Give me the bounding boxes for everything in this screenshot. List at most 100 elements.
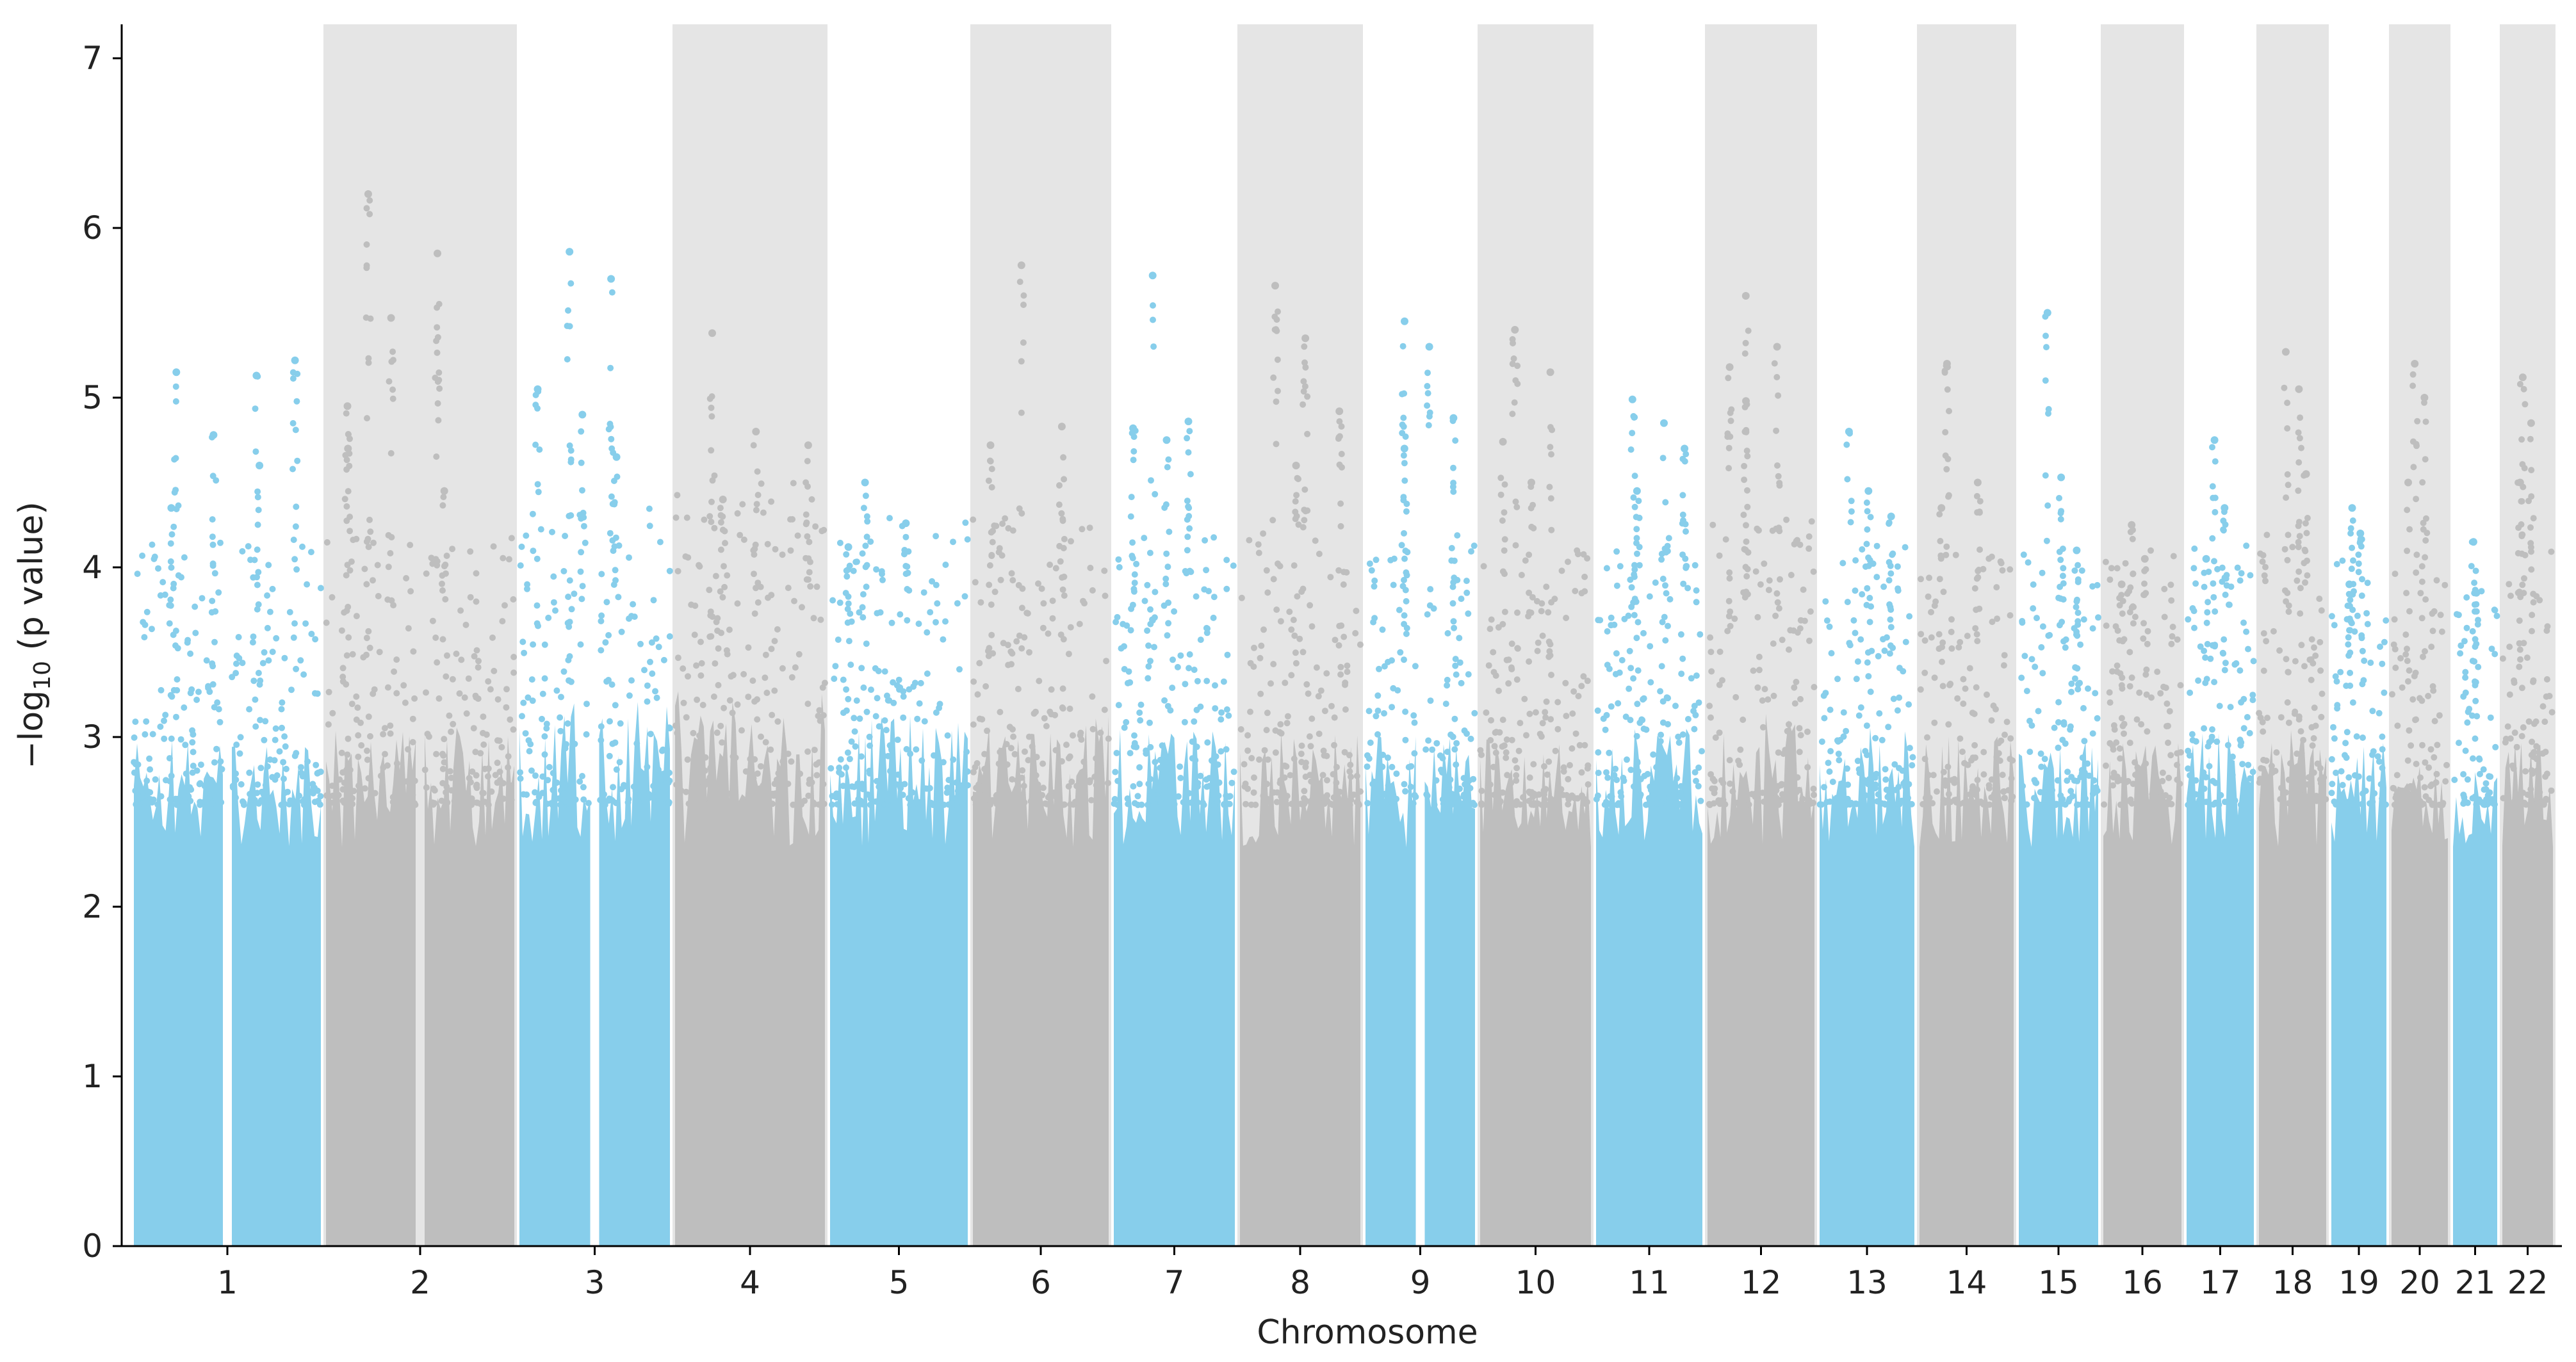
snp-point xyxy=(2354,612,2361,619)
snp-point xyxy=(2377,781,2384,788)
snp-point xyxy=(1403,624,1410,631)
snp-point xyxy=(1833,795,1840,802)
snp-point xyxy=(2283,494,2290,501)
snp-point xyxy=(884,797,891,804)
snp-point xyxy=(637,640,644,647)
snp-point xyxy=(2371,790,2378,797)
snp-point xyxy=(1839,560,1846,567)
snp-point xyxy=(550,599,557,606)
snp-point xyxy=(444,799,451,806)
snp-point xyxy=(1554,699,1561,706)
snp-point xyxy=(1068,778,1075,785)
snp-point xyxy=(2339,782,2346,788)
snp-point xyxy=(167,558,174,565)
snp-point xyxy=(1101,706,1108,713)
snp-point xyxy=(1654,800,1661,807)
snp-point xyxy=(2107,699,2114,706)
snp-point xyxy=(713,729,721,736)
snp-point xyxy=(1545,638,1553,645)
snp-point xyxy=(853,697,860,704)
snp-point xyxy=(539,715,545,722)
snp-point xyxy=(2114,662,2121,669)
snp-point xyxy=(1943,551,1950,558)
snp-point xyxy=(1216,779,1223,786)
snp-point xyxy=(409,739,416,745)
snp-point xyxy=(363,635,370,642)
snp-point xyxy=(872,798,879,805)
snp-point xyxy=(393,690,400,697)
snp-point xyxy=(1546,648,1553,655)
snp-point xyxy=(1530,761,1537,768)
snp-point xyxy=(1852,629,1859,636)
snp-point xyxy=(2001,795,2009,802)
snp-point xyxy=(1401,390,1408,397)
snp-point xyxy=(895,771,902,778)
snp-point xyxy=(1451,746,1458,753)
snp-point xyxy=(2201,569,2208,576)
snp-point xyxy=(1366,560,1373,567)
snp-point xyxy=(1273,398,1280,405)
snp-point xyxy=(1058,758,1065,765)
snp-point xyxy=(1121,724,1128,731)
snp-point xyxy=(411,695,418,702)
snp-point xyxy=(1224,651,1231,658)
snp-point xyxy=(2062,644,2069,651)
snp-point xyxy=(2506,644,2513,651)
snp-point xyxy=(598,612,605,619)
snp-point xyxy=(264,592,271,599)
snp-point xyxy=(1505,680,1512,687)
snp-point xyxy=(2331,622,2338,629)
snp-point xyxy=(1711,777,1718,784)
snp-point xyxy=(2528,801,2535,808)
snp-point xyxy=(1452,656,1459,663)
snp-point xyxy=(2189,605,2196,612)
snp-point xyxy=(382,750,388,758)
snp-point xyxy=(864,518,871,525)
peak-point xyxy=(844,543,852,551)
snp-point xyxy=(1778,781,1785,788)
snp-point xyxy=(785,585,792,592)
snp-point xyxy=(1724,628,1731,635)
snp-point xyxy=(1513,777,1520,784)
snp-point xyxy=(1994,801,2001,808)
snp-point xyxy=(970,768,977,775)
snp-point xyxy=(1015,686,1022,692)
peak-point xyxy=(578,410,587,419)
snp-point xyxy=(1293,492,1300,499)
snp-point xyxy=(611,499,618,506)
y-tick-label: 2 xyxy=(82,888,102,925)
snp-point xyxy=(2059,572,2066,580)
snp-point xyxy=(1146,719,1153,726)
snp-point xyxy=(1653,764,1660,771)
snp-point xyxy=(264,763,271,770)
peak-point xyxy=(708,329,716,337)
snp-point xyxy=(1715,797,1722,804)
snp-point xyxy=(216,718,224,726)
snp-point xyxy=(1585,781,1592,788)
snp-point xyxy=(1633,733,1640,740)
snp-point xyxy=(2169,624,2176,630)
snp-point xyxy=(209,516,216,523)
snp-point xyxy=(1330,794,1337,801)
snp-point xyxy=(910,799,917,806)
snp-point xyxy=(2358,800,2365,807)
x-tick-label: 3 xyxy=(585,1264,605,1301)
snp-point xyxy=(1131,571,1138,578)
snp-point xyxy=(1184,547,1191,554)
snp-point xyxy=(995,760,1002,767)
snp-point xyxy=(355,782,362,790)
snp-point xyxy=(2420,653,2426,660)
chromosome-17-points xyxy=(2185,436,2257,1246)
snp-point xyxy=(646,523,653,530)
snp-point xyxy=(989,539,996,546)
snp-point xyxy=(1128,494,1135,501)
snp-point xyxy=(208,609,215,616)
snp-point xyxy=(1940,797,1947,804)
snp-point xyxy=(2046,770,2053,777)
snp-point xyxy=(262,718,269,725)
snp-point xyxy=(2328,790,2335,797)
snp-point xyxy=(1389,704,1396,711)
snp-point xyxy=(2055,719,2062,726)
snp-point xyxy=(1999,567,2006,574)
snp-point xyxy=(434,562,441,569)
